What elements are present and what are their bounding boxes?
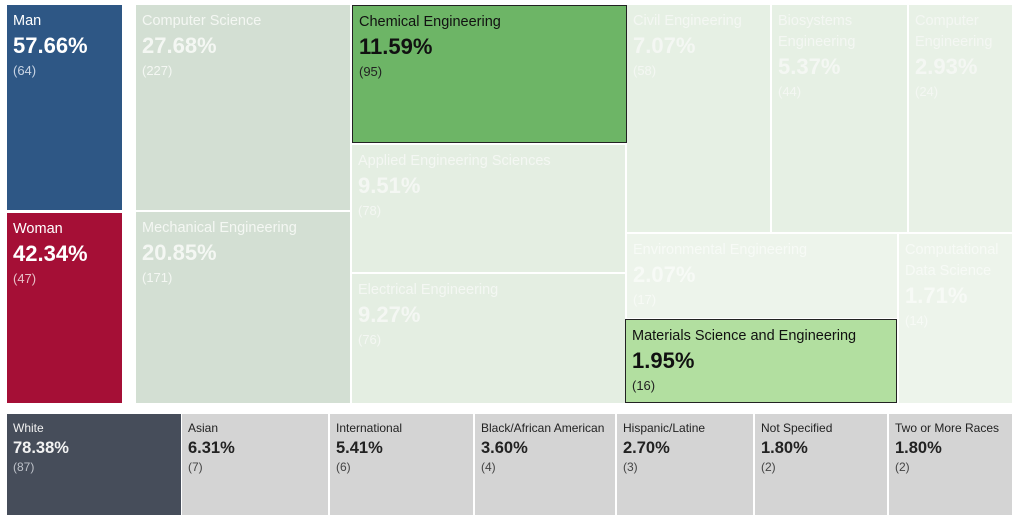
category-label: Computer Science bbox=[142, 13, 262, 29]
category-label: Electrical Engineering bbox=[358, 282, 499, 298]
value-label: 3.60% bbox=[481, 439, 528, 457]
treemap-cell: Black/African American 3.60% (4) bbox=[475, 414, 615, 515]
value-label: 1.71% bbox=[905, 283, 968, 308]
category-label: Computer Engineering bbox=[915, 13, 993, 50]
count-label: (76) bbox=[358, 332, 382, 347]
treemap-cell: Not Specified 1.80% (2) bbox=[755, 414, 887, 515]
count-label: (17) bbox=[633, 292, 657, 307]
category-label: Chemical Engineering bbox=[359, 14, 501, 30]
count-label: (4) bbox=[481, 460, 496, 474]
treemap-cell: Electrical Engineering 9.27% (76) bbox=[352, 274, 625, 403]
value-label: 11.59% bbox=[359, 34, 433, 59]
category-label: Civil Engineering bbox=[633, 13, 742, 29]
treemap-cell: Hispanic/Latine 2.70% (3) bbox=[617, 414, 753, 515]
category-label: International bbox=[336, 421, 403, 435]
value-label: 7.07% bbox=[633, 33, 696, 58]
value-label: 42.34% bbox=[13, 241, 88, 266]
treemap-cell: Computational Data Science 1.71% (14) bbox=[899, 234, 1012, 403]
count-label: (64) bbox=[13, 63, 37, 78]
treemap-cell: International 5.41% (6) bbox=[330, 414, 473, 515]
category-label: Biosystems Engineering bbox=[778, 13, 856, 50]
count-label: (16) bbox=[632, 378, 656, 393]
treemap-cell: Civil Engineering 7.07% (58) bbox=[627, 5, 770, 232]
category-label: Materials Science and Engineering bbox=[632, 328, 857, 344]
treemap-cell: White 78.38% (87) bbox=[7, 414, 181, 515]
count-label: (24) bbox=[915, 84, 939, 99]
count-label: (2) bbox=[895, 460, 910, 474]
count-label: (44) bbox=[778, 84, 802, 99]
count-label: (78) bbox=[358, 203, 382, 218]
count-label: (7) bbox=[188, 460, 203, 474]
count-label: (2) bbox=[761, 460, 776, 474]
value-label: 57.66% bbox=[13, 33, 88, 58]
count-label: (171) bbox=[142, 270, 173, 285]
category-label: Black/African American bbox=[481, 421, 605, 435]
treemap-cell: Mechanical Engineering 20.85% (171) bbox=[136, 212, 350, 403]
value-label: 2.07% bbox=[633, 262, 696, 287]
category-label: Applied Engineering Sciences bbox=[358, 153, 551, 169]
treemap-cell: Applied Engineering Sciences 9.51% (78) bbox=[352, 145, 625, 272]
category-label: Woman bbox=[13, 221, 63, 237]
count-label: (6) bbox=[336, 460, 351, 474]
count-label: (87) bbox=[13, 460, 35, 474]
category-label: Computational Data Science bbox=[905, 242, 999, 279]
count-label: (14) bbox=[905, 313, 929, 328]
value-label: 2.70% bbox=[623, 439, 670, 457]
category-label: Environmental Engineering bbox=[633, 242, 808, 258]
value-label: 1.80% bbox=[895, 439, 942, 457]
category-label: Not Specified bbox=[761, 421, 833, 435]
treemap-cell: Materials Science and Engineering 1.95% (1… bbox=[625, 319, 897, 403]
treemap-cell: Man 57.66% (64) bbox=[7, 5, 122, 210]
value-label: 20.85% bbox=[142, 240, 217, 265]
count-label: (58) bbox=[633, 63, 657, 78]
count-label: (227) bbox=[142, 63, 173, 78]
count-label: (3) bbox=[623, 460, 638, 474]
value-label: 5.41% bbox=[336, 439, 383, 457]
category-label: Two or More Races bbox=[895, 421, 1000, 435]
value-label: 78.38% bbox=[13, 439, 69, 457]
treemap-cell: Asian 6.31% (7) bbox=[182, 414, 328, 515]
treemap-cell: Computer Science 27.68% (227) bbox=[136, 5, 350, 210]
category-label: Man bbox=[13, 13, 42, 29]
treemap-cell: Chemical Engineering 11.59% (95) bbox=[352, 5, 627, 143]
count-label: (95) bbox=[359, 64, 383, 79]
value-label: 27.68% bbox=[142, 33, 217, 58]
treemap-cell: Environmental Engineering 2.07% (17) bbox=[627, 234, 897, 318]
count-label: (47) bbox=[13, 271, 37, 286]
category-label: Asian bbox=[188, 421, 219, 435]
treemap-cell: Woman 42.34% (47) bbox=[7, 213, 122, 403]
value-label: 2.93% bbox=[915, 54, 978, 79]
category-label: Hispanic/Latine bbox=[623, 421, 706, 435]
value-label: 1.80% bbox=[761, 439, 808, 457]
value-label: 5.37% bbox=[778, 54, 841, 79]
treemap-cell: Biosystems Engineering 5.37% (44) bbox=[772, 5, 907, 232]
value-label: 6.31% bbox=[188, 439, 235, 457]
value-label: 1.95% bbox=[632, 348, 695, 373]
value-label: 9.51% bbox=[358, 173, 421, 198]
treemap-cell: Computer Engineering 2.93% (24) bbox=[909, 5, 1012, 232]
value-label: 9.27% bbox=[358, 302, 421, 327]
category-label: Mechanical Engineering bbox=[142, 220, 297, 236]
treemap-cell: Two or More Races 1.80% (2) bbox=[889, 414, 1012, 515]
category-label: White bbox=[13, 421, 44, 435]
